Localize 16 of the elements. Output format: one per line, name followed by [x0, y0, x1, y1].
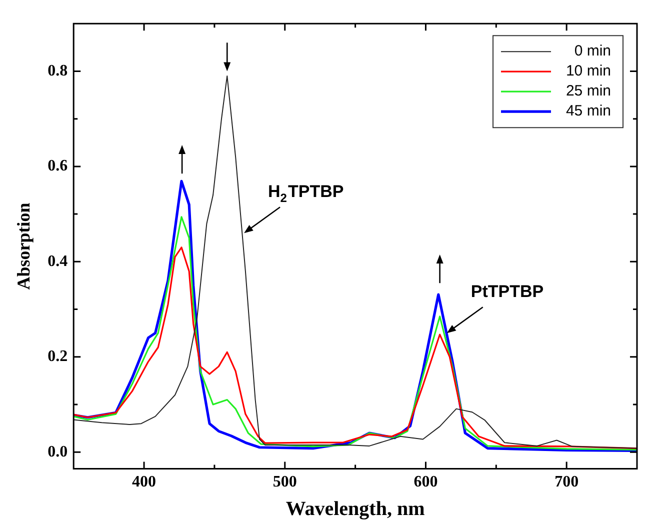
x-tick-label: 400 — [132, 474, 156, 491]
y-tick-label: 0.4 — [48, 252, 68, 270]
x-tick-label: 500 — [272, 474, 297, 491]
y-tick-label: 0.0 — [48, 443, 68, 460]
y-tick-label: 0.8 — [48, 62, 68, 80]
x-axis-title: Wavelength, nm — [286, 498, 426, 520]
y-axis-title: Absorption — [13, 202, 34, 290]
annotation: PtTPTBP — [470, 282, 544, 302]
legend-label: 45 min — [566, 102, 611, 120]
y-tick-label: 0.2 — [48, 348, 68, 366]
legend-label: 0 min — [574, 42, 611, 60]
legend-label: 25 min — [566, 82, 611, 100]
x-tick-label: 700 — [554, 474, 579, 491]
x-tick-label: 600 — [414, 474, 438, 491]
y-tick-label: 0.6 — [48, 158, 68, 175]
legend-label: 10 min — [566, 62, 611, 80]
